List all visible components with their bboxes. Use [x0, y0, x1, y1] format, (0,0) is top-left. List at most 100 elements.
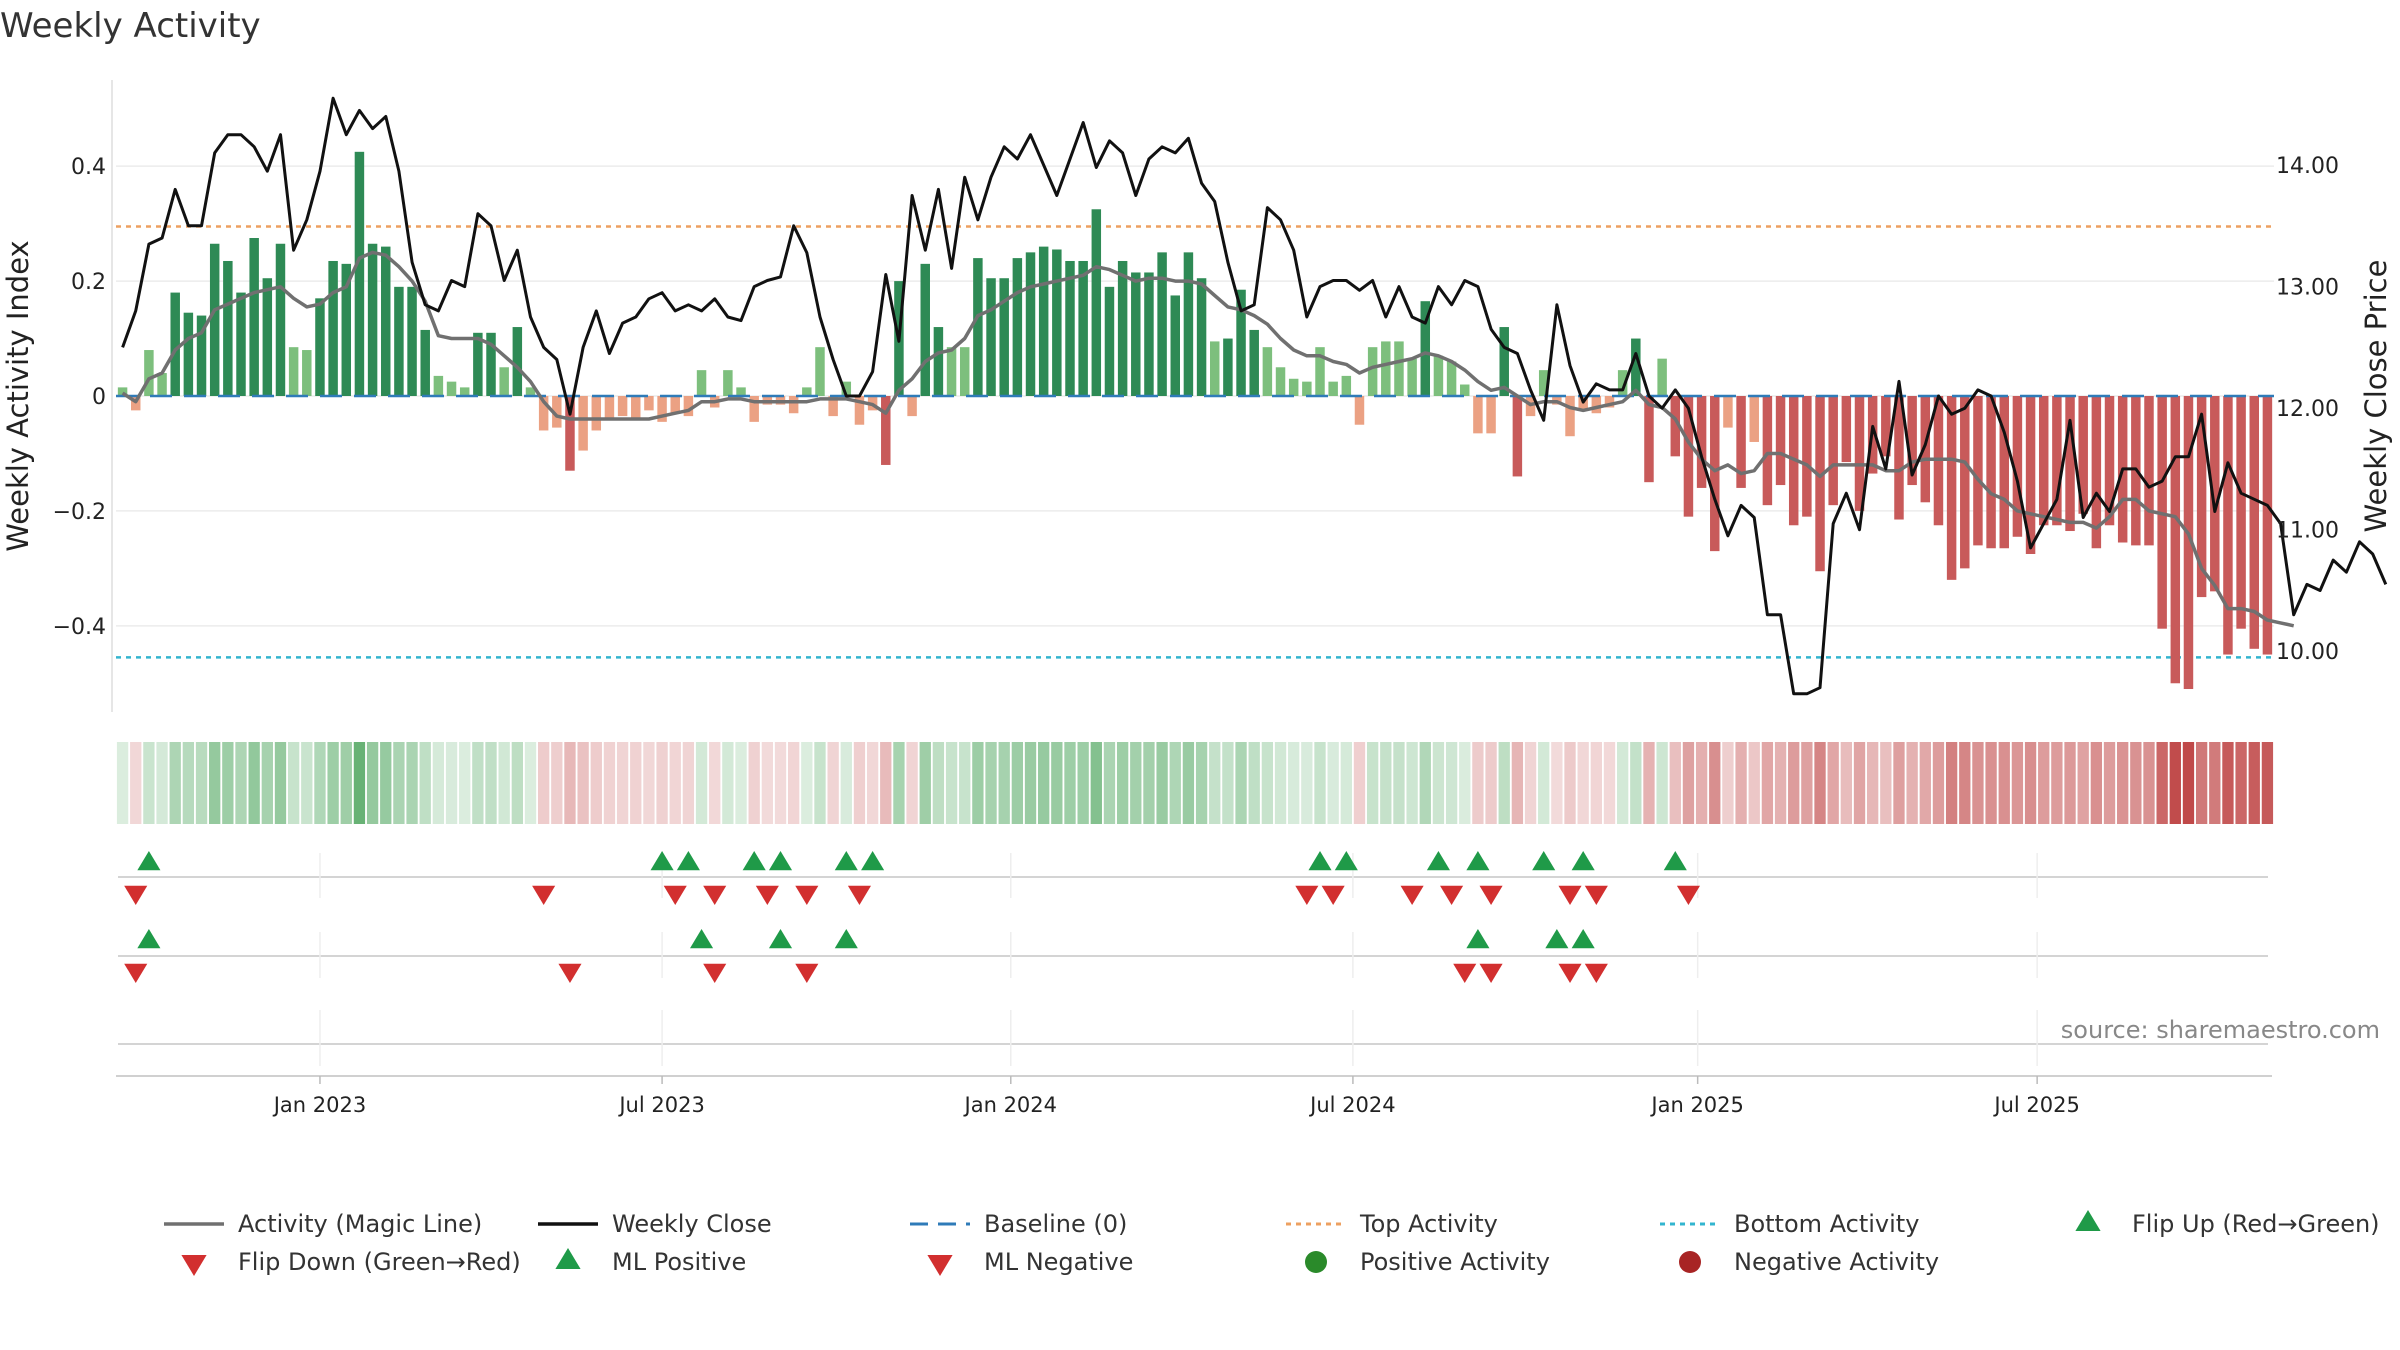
heat-cell-50	[774, 742, 787, 824]
activity-bar-46	[723, 370, 733, 396]
heat-cell-136	[1906, 742, 1918, 824]
flip-up-marker-8	[1334, 851, 1358, 871]
heat-cell-90	[1301, 742, 1313, 824]
activity-bar-98	[1407, 358, 1417, 396]
y-axis-label-left: Weekly Activity Index	[1, 240, 35, 551]
activity-bar-159	[2210, 396, 2220, 592]
flip-down-marker-6	[847, 885, 872, 905]
activity-bar-102	[1460, 384, 1470, 396]
activity-bar-23	[420, 329, 430, 396]
heat-cell-113	[1603, 742, 1616, 824]
activity-bar-13	[288, 347, 299, 396]
heat-cell-116	[1643, 742, 1655, 824]
heat-cell-2	[143, 742, 155, 824]
activity-bar-118	[1670, 396, 1681, 457]
heat-cell-80	[1169, 742, 1181, 824]
heat-cell-108	[1538, 742, 1550, 824]
ml-negative-marker-0	[124, 963, 148, 983]
heat-cell-21	[393, 742, 405, 824]
activity-bar-63	[946, 347, 957, 396]
activity-bar-64	[959, 347, 970, 396]
activity-bar-3	[157, 373, 167, 396]
activity-bar-14	[302, 350, 312, 396]
activity-bar-65	[973, 258, 983, 396]
ml-negative-marker-4	[1453, 963, 1477, 983]
heat-cell-82	[1195, 742, 1208, 824]
flip-down-marker-13	[1584, 885, 1608, 905]
heat-cell-124	[1748, 742, 1760, 824]
activity-bar-27	[473, 332, 483, 396]
heat-cell-107	[1524, 742, 1537, 824]
legend-mlneg-swatch	[927, 1255, 953, 1276]
heat-cell-137	[1919, 742, 1931, 824]
heat-cell-1	[130, 742, 142, 824]
activity-bar-106	[1512, 396, 1523, 477]
heat-cell-145	[2024, 742, 2037, 824]
heat-cell-157	[2182, 742, 2195, 824]
flip-up-marker-0	[137, 851, 161, 871]
heat-cell-93	[1340, 742, 1352, 824]
legend-close-label: Weekly Close	[612, 1210, 772, 1238]
heat-cell-24	[432, 742, 445, 824]
legend-flipup-label: Flip Up (Red→Green)	[2132, 1210, 2380, 1238]
heat-cell-104	[1485, 742, 1497, 824]
activity-bar-135	[1894, 396, 1904, 520]
flip-up-marker-10	[1466, 851, 1490, 871]
activity-bar-139	[1946, 396, 1957, 580]
activity-bar-147	[2052, 396, 2062, 526]
heat-cell-100	[1432, 742, 1445, 824]
heat-cell-18	[353, 742, 366, 824]
activity-bar-11	[262, 278, 273, 396]
activity-bar-158	[2196, 396, 2207, 598]
flip-up-marker-6	[861, 851, 885, 871]
activity-bar-113	[1604, 396, 1615, 408]
chart-legend: Activity (Magic Line) Weekly Close Baselin…	[164, 1210, 2380, 1276]
activity-bar-2	[144, 350, 154, 396]
heat-cell-76	[1116, 742, 1129, 824]
activity-bar-29	[499, 367, 509, 396]
heat-cell-133	[1867, 742, 1879, 824]
activity-heat-strip	[116, 742, 2274, 824]
heat-cell-41	[656, 742, 668, 824]
flip-down-marker-4	[755, 885, 779, 905]
activity-bar-115	[1631, 338, 1641, 396]
heat-cell-128	[1801, 742, 1813, 824]
flip-down-marker-5	[795, 885, 819, 905]
activity-bar-84	[1223, 338, 1233, 396]
activity-bar-108	[1538, 370, 1549, 396]
heat-cell-36	[590, 742, 602, 824]
activity-bar-47	[736, 387, 746, 396]
heat-cell-163	[2261, 742, 2274, 824]
x-axis: Jan 2023 Jul 2023 Jan 2024 Jul 2024 Jan 2025…	[116, 1075, 2272, 1117]
activity-bar-15	[315, 298, 325, 396]
heat-cell-161	[2235, 742, 2247, 824]
chart-title: Weekly Activity	[0, 6, 261, 46]
heat-cell-65	[972, 742, 984, 824]
activity-bar-77	[1131, 272, 1141, 396]
heat-cell-103	[1472, 742, 1484, 824]
heat-cell-34	[564, 742, 576, 824]
activity-bar-112	[1591, 396, 1602, 414]
heat-cell-160	[2222, 742, 2234, 824]
activity-bar-136	[1907, 396, 1917, 486]
activity-bar-4	[170, 292, 180, 396]
heat-cell-68	[1011, 742, 1024, 824]
activity-bar-134	[1881, 396, 1891, 457]
activity-bar-61	[920, 263, 930, 396]
flip-down-marker-10	[1440, 885, 1464, 905]
heat-cell-120	[1695, 742, 1708, 824]
heat-cell-115	[1630, 742, 1642, 824]
activity-bar-93	[1341, 375, 1352, 396]
legend-mlneg-label: ML Negative	[984, 1248, 1133, 1276]
activity-bar-22	[407, 286, 417, 396]
heat-cell-48	[748, 742, 760, 824]
activity-bar-40	[644, 396, 654, 411]
heat-cell-57	[866, 742, 879, 824]
flip-down-marker-2	[663, 885, 687, 905]
activity-bar-143	[1999, 396, 2009, 549]
heat-cell-85	[1235, 742, 1247, 824]
legend-negact-swatch	[1679, 1251, 1701, 1273]
heat-cell-44	[695, 742, 708, 824]
activity-bar-120	[1696, 396, 1707, 488]
heat-cell-7	[209, 742, 221, 824]
